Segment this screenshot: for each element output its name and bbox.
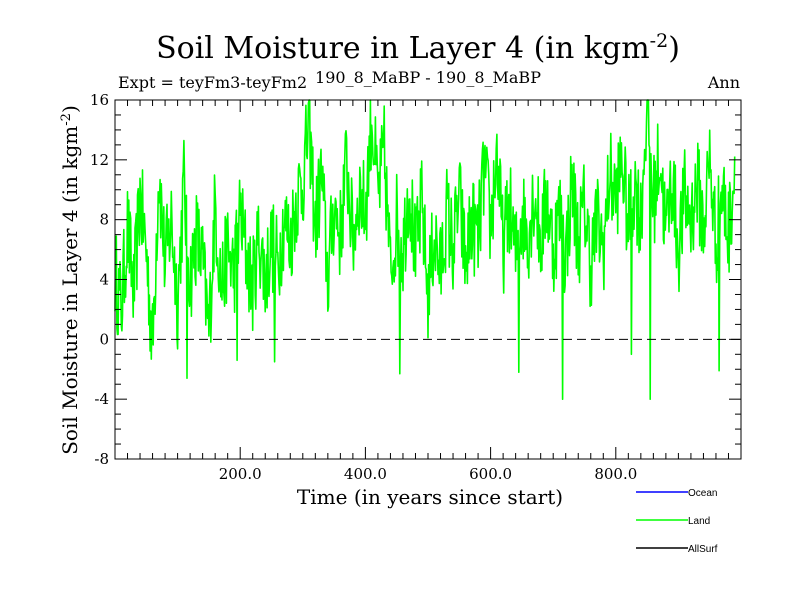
y-tick-label: -4 <box>94 390 109 408</box>
plot-frame <box>114 99 742 460</box>
y-tick-label: -8 <box>94 450 109 468</box>
y-axis-label-close: ) <box>58 105 82 113</box>
y-axis-label-sup: -2 <box>59 113 74 126</box>
x-axis-label: Time (in years since start) <box>297 485 563 509</box>
x-tick-label: 600.0 <box>469 465 512 483</box>
subtitle-right: Ann <box>707 73 740 92</box>
y-tick-label: 4 <box>99 271 109 289</box>
chart-title-close: ) <box>668 31 680 66</box>
legend-label-ocean: Ocean <box>688 488 717 499</box>
series-line-land <box>114 99 736 401</box>
x-tick-label: 200.0 <box>219 465 262 483</box>
series-layer <box>114 99 736 401</box>
y-axis-label-main: Soil Moisture in Layer 4 (in kgm <box>58 126 82 455</box>
chart-title-sup: -2 <box>650 30 669 52</box>
chart-title-main: Soil Moisture in Layer 4 (in kgm <box>156 31 650 66</box>
x-tick-label: 400.0 <box>344 465 387 483</box>
y-tick-label: 12 <box>90 151 109 169</box>
legend-label-allsurf: AllSurf <box>688 544 718 555</box>
legend-label-land: Land <box>688 516 710 527</box>
chart-title: Soil Moisture in Layer 4 (in kgm-2) <box>156 30 680 66</box>
y-axis-label: Soil Moisture in Layer 4 (in kgm-2) <box>58 105 82 455</box>
subtitle-left: Expt = teyFm3-teyFm2 <box>118 73 307 92</box>
x-tick-label: 800.0 <box>594 465 637 483</box>
tick-layer <box>114 99 742 460</box>
y-tick-label: 8 <box>99 211 109 229</box>
y-tick-label: 0 <box>99 330 109 348</box>
tick-label-layer: 200.0 400.0 600.0 800.0 -8 -4 0 4 8 12 16 <box>90 91 637 483</box>
y-tick-label: 16 <box>90 91 109 109</box>
legend: Ocean Land AllSurf <box>636 488 718 555</box>
subtitle-center: 190_8_MaBP - 190_8_MaBP <box>315 68 541 87</box>
